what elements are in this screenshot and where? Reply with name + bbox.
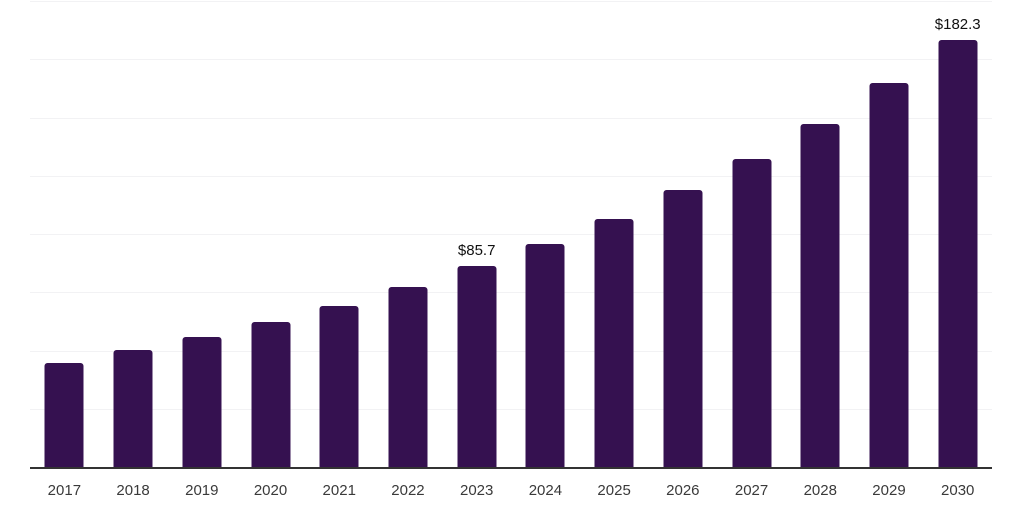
x-tick-label-2029: 2029 (872, 482, 906, 499)
bar-slot-2019 (167, 1, 236, 467)
plot-area: $85.7 $182.3 (30, 1, 992, 469)
gridline (30, 234, 992, 235)
x-tick-label-2024: 2024 (528, 482, 563, 499)
x-tick-label-2025: 2025 (597, 482, 631, 499)
bar-2027[interactable] (732, 159, 772, 467)
bar-2030[interactable] (938, 40, 978, 467)
x-tick-label-2022: 2022 (391, 482, 425, 499)
bar-value-label-2023: $85.7 (457, 242, 496, 260)
bar-slot-2021 (305, 1, 374, 467)
bar-slot-2026 (648, 1, 717, 467)
gridline (30, 117, 992, 119)
bar-2019[interactable] (182, 337, 222, 467)
bar-2020[interactable] (251, 322, 291, 467)
bar-slot-2030: $182.3 (923, 1, 992, 467)
bar-slot-2029 (855, 1, 924, 467)
bar-slot-2027 (717, 1, 786, 467)
x-tick-label-2023: 2023 (459, 482, 494, 499)
x-tick-label-2018: 2018 (116, 482, 150, 499)
x-tick-label-2026: 2026 (666, 482, 700, 499)
bar-2018[interactable] (113, 350, 153, 467)
bar-2028[interactable] (800, 123, 840, 467)
x-tick-label-2027: 2027 (734, 482, 769, 499)
gridline (30, 1, 992, 2)
x-tick-label-2020: 2020 (253, 482, 288, 499)
bar-2029[interactable] (869, 83, 909, 467)
bar-slot-2022 (374, 1, 443, 467)
bar-2022[interactable] (388, 287, 428, 467)
x-tick-label-2017: 2017 (47, 482, 82, 499)
x-tick-label-2030: 2030 (941, 482, 975, 499)
x-tick-label-2021: 2021 (322, 482, 356, 499)
bar-slot-2020 (236, 1, 305, 467)
bar-slot-2025 (580, 1, 649, 467)
bar-2021[interactable] (319, 306, 359, 467)
x-tick-label-2028: 2028 (803, 482, 837, 499)
bar-2026[interactable] (663, 190, 703, 467)
bar-slot-2018 (99, 1, 168, 467)
gridline (30, 292, 992, 294)
bar-slot-2024 (511, 1, 580, 467)
bar-2017[interactable] (44, 363, 84, 467)
bar-slot-2023: $85.7 (442, 1, 511, 467)
x-axis: 2017 2018 2019 2020 2021 2022 2023 2024 2025 2026… (30, 471, 992, 511)
gridline (30, 59, 992, 61)
gridline (30, 408, 992, 410)
gridline (30, 175, 992, 177)
bar-series: $85.7 $182.3 (30, 1, 992, 467)
bar-2024[interactable] (525, 244, 565, 467)
bar-value-label-2030: $182.3 (934, 16, 981, 34)
bar-2025[interactable] (594, 218, 634, 467)
bar-slot-2017 (30, 1, 99, 467)
gridline (30, 350, 992, 352)
bar-2023[interactable] (457, 266, 497, 467)
bar-slot-2028 (786, 1, 855, 467)
x-tick-label-2019: 2019 (185, 482, 219, 499)
